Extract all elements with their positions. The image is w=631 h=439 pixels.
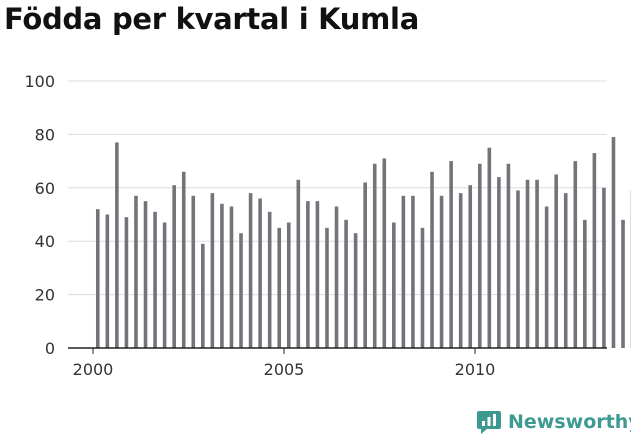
bars [95,137,631,348]
bar [420,227,425,348]
x-tick-label: 2005 [264,360,305,379]
chart-title: Födda per kvartal i Kumla [4,2,419,36]
bar [95,209,100,348]
labels: 02040608010053200020052010201520202025 [24,72,496,379]
bar [487,147,492,348]
bar [201,243,205,348]
bar [621,219,625,348]
bar [344,219,348,348]
x-tick-label: 2010 [455,360,496,379]
bar [258,198,262,348]
y-tick-label: 100 [24,72,55,91]
bar [153,211,157,348]
bar [353,233,358,348]
bar [124,217,129,348]
bar [592,153,597,348]
axes [68,347,607,354]
bar [162,222,167,348]
bar [439,195,444,348]
bar [115,142,119,348]
y-tick-label: 80 [35,125,55,144]
bar [229,206,234,348]
bar [382,158,387,348]
bar [516,190,520,348]
bar [544,206,549,348]
bar [458,193,463,348]
y-tick-label: 20 [35,286,55,305]
bar [172,185,176,348]
newsworthy-logo-icon [477,411,501,434]
bar [210,193,215,348]
bar [105,214,110,348]
bar [372,163,377,348]
bar [525,179,530,348]
bar [134,195,138,348]
bar [143,201,148,348]
bar [392,222,396,348]
bar [239,233,243,348]
y-tick-label: 60 [35,179,55,198]
bar [506,163,511,348]
bar [334,206,339,348]
bar [191,195,196,348]
bar [602,187,606,348]
bar [286,222,291,348]
bar [248,193,253,348]
bar [573,161,578,348]
bar [296,179,301,348]
bar [449,161,453,348]
bar [563,193,568,348]
bar [535,179,539,348]
bar [315,201,320,348]
bar [468,185,473,348]
bar [277,227,282,348]
bar [554,174,558,348]
brand-name: Newsworthy [508,411,631,433]
bar [220,203,224,348]
bar [477,163,482,348]
bar [411,195,415,348]
bar [267,211,272,348]
y-tick-label: 0 [45,339,55,358]
newsworthy-brand[interactable]: Newsworthy [476,409,631,435]
bar [611,137,616,348]
bar [430,171,434,348]
x-tick-label: 2000 [73,360,114,379]
bar [363,182,367,348]
y-tick-label: 40 [35,232,55,251]
bar [181,171,186,348]
bar [306,201,310,348]
bar [497,177,501,348]
bar [583,219,587,348]
bar [325,227,329,348]
bar [401,195,406,348]
